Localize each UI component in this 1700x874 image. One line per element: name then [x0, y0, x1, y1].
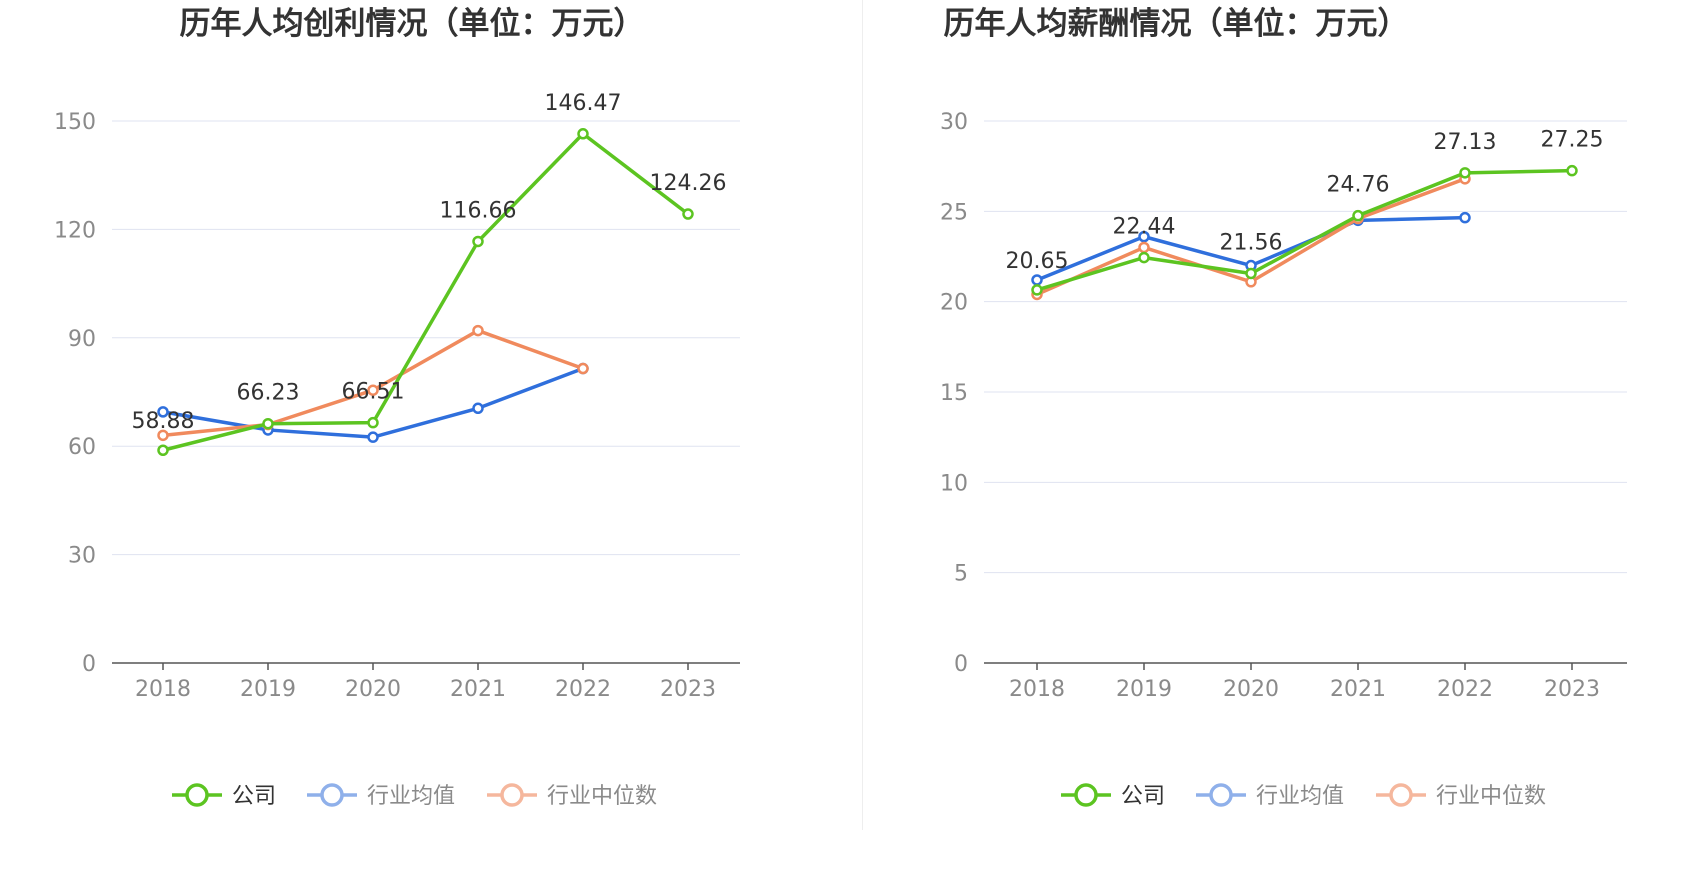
- legend-item-company[interactable]: 公司: [1061, 783, 1165, 809]
- legend-item-industry-median[interactable]: 行业中位数: [1376, 783, 1546, 809]
- data-label: 116.66: [440, 198, 517, 223]
- legend-item-industry-avg[interactable]: 行业均值: [307, 783, 455, 809]
- data-label: 22.44: [1113, 215, 1176, 240]
- y-tick-label: 60: [68, 435, 96, 460]
- x-tick-label: 2022: [555, 677, 611, 702]
- industry-median-series-point[interactable]: [367, 384, 379, 396]
- x-tick-label: 2019: [240, 677, 296, 702]
- y-tick-label: 20: [940, 291, 968, 316]
- legend-item-industry-median[interactable]: 行业中位数: [487, 783, 657, 809]
- company-series-point[interactable]: [367, 416, 379, 429]
- chart-legend[interactable]: 公司 行业均值 行业中位数: [172, 783, 657, 809]
- y-tick-label: 0: [82, 652, 96, 677]
- data-label: 124.26: [650, 171, 727, 196]
- x-tick-label: 2023: [1544, 677, 1600, 702]
- y-tick-label: 150: [54, 110, 96, 135]
- x-tick-label: 2019: [1116, 677, 1172, 702]
- y-tick-label: 25: [940, 200, 968, 225]
- legend-label: 行业中位数: [1436, 784, 1546, 809]
- y-tick-label: 30: [68, 544, 96, 569]
- industry-median-series-point[interactable]: [577, 362, 589, 375]
- legend-marker-icon: [1389, 783, 1413, 807]
- x-tick-label: 2020: [345, 677, 401, 702]
- x-tick-label: 2021: [1330, 677, 1386, 702]
- data-label: 27.13: [1434, 130, 1497, 155]
- data-label: 20.65: [1006, 249, 1069, 274]
- x-tick-label: 2021: [450, 677, 506, 702]
- data-label: 66.23: [237, 381, 300, 406]
- industry-median-series-point[interactable]: [157, 429, 169, 442]
- y-tick-label: 0: [954, 652, 968, 677]
- profit-per-capita-chart: 历年人均创利情况（单位：万元） 0 30 60 90 120 150 2018 2019 202…: [54, 6, 740, 809]
- y-tick-label: 120: [54, 218, 96, 243]
- y-tick-label: 15: [940, 381, 968, 406]
- data-label: 146.47: [545, 91, 622, 116]
- salary-per-capita-chart-panel: 历年人均薪酬情况（单位：万元） 0 5 10 15 20 25 30 2018 2019 2020…: [866, 0, 1700, 874]
- company-series-point[interactable]: [577, 128, 589, 140]
- y-tick-label: 10: [940, 471, 968, 496]
- panel-divider: [862, 0, 863, 830]
- legend-label: 公司: [1121, 784, 1165, 809]
- company-series-point[interactable]: [1245, 267, 1257, 280]
- company-series-point[interactable]: [1138, 251, 1150, 264]
- legend-label: 行业均值: [1256, 784, 1344, 809]
- industry-avg-series-point[interactable]: [1459, 211, 1471, 224]
- industry-avg-series-point[interactable]: [367, 431, 379, 443]
- data-label: 21.56: [1220, 230, 1283, 255]
- company-series-point[interactable]: [1566, 164, 1578, 177]
- company-series-point[interactable]: [262, 417, 274, 430]
- salary-per-capita-chart: 历年人均薪酬情况（单位：万元） 0 5 10 15 20 25 30 2018 2019 2020…: [940, 6, 1627, 809]
- industry-avg-series-point[interactable]: [472, 402, 484, 415]
- x-tick-label: 2022: [1437, 677, 1493, 702]
- industry-median-series-point[interactable]: [472, 324, 484, 337]
- chart-legend[interactable]: 公司 行业均值 行业中位数: [1061, 783, 1546, 809]
- legend-item-industry-avg[interactable]: 行业均值: [1196, 783, 1344, 809]
- chart-title: 历年人均薪酬情况（单位：万元）: [944, 6, 1409, 42]
- company-series-line: [1036, 168, 1573, 292]
- industry-avg-series-point[interactable]: [157, 406, 169, 418]
- legend-label: 行业均值: [367, 784, 455, 809]
- y-tick-label: 30: [940, 110, 968, 135]
- data-label: 58.88: [132, 409, 195, 434]
- company-series-point[interactable]: [1352, 209, 1364, 222]
- legend-item-company[interactable]: 公司: [172, 783, 276, 809]
- company-series-point[interactable]: [472, 235, 484, 248]
- y-tick-label: 90: [68, 327, 96, 352]
- company-series-point[interactable]: [1459, 167, 1471, 179]
- legend-marker-icon: [320, 783, 344, 807]
- x-tick-label: 2018: [135, 677, 191, 702]
- chart-title: 历年人均创利情况（单位：万元）: [180, 6, 645, 42]
- industry-median-series-point[interactable]: [1138, 241, 1150, 254]
- x-tick-label: 2018: [1009, 677, 1065, 702]
- legend-label: 行业中位数: [547, 784, 657, 809]
- company-series-point[interactable]: [157, 444, 169, 456]
- legend-marker-icon: [500, 783, 524, 807]
- company-series-line: [162, 132, 690, 452]
- data-label: 27.25: [1541, 128, 1604, 153]
- legend-marker-icon: [1209, 783, 1233, 807]
- profit-per-capita-chart-panel: 历年人均创利情况（单位：万元） 0 30 60 90 120 150 2018 2019 202…: [54, 6, 740, 809]
- x-tick-label: 2020: [1223, 677, 1279, 702]
- data-label: 24.76: [1327, 173, 1390, 198]
- company-series-point[interactable]: [682, 208, 694, 220]
- y-tick-label: 5: [954, 562, 968, 587]
- industry-avg-series-point[interactable]: [1138, 230, 1150, 243]
- legend-label: 公司: [232, 784, 276, 809]
- industry-avg-series-point[interactable]: [1031, 274, 1043, 286]
- legend-marker-icon: [1074, 783, 1098, 807]
- legend-marker-icon: [185, 783, 209, 807]
- x-tick-label: 2023: [660, 677, 716, 702]
- data-label: 66.51: [342, 380, 405, 405]
- company-series-point[interactable]: [1031, 284, 1043, 296]
